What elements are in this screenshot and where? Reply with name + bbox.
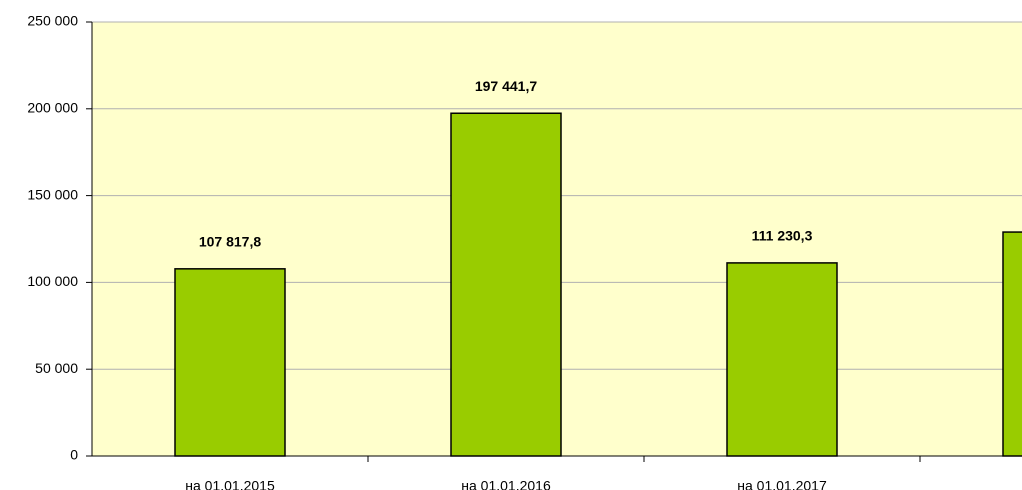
bar bbox=[726, 262, 838, 457]
y-tick-label: 0 bbox=[70, 447, 78, 463]
x-tick-label: на 01.01.2015 bbox=[185, 478, 275, 490]
y-tick-label: 250 000 bbox=[27, 13, 78, 29]
value-label: 111 230,3 bbox=[752, 228, 813, 244]
value-label: 197 441,7 bbox=[475, 78, 537, 94]
x-tick-label: на 01.01.2017 bbox=[737, 478, 827, 490]
y-tick-label: 100 000 bbox=[27, 273, 78, 289]
value-label: 107 817,8 bbox=[199, 234, 261, 250]
y-tick-label: 50 000 bbox=[35, 360, 78, 376]
x-tick-label: на 01.01.2016 bbox=[461, 478, 551, 490]
bar bbox=[174, 268, 286, 457]
y-tick-label: 200 000 bbox=[27, 100, 78, 116]
bar bbox=[450, 112, 562, 457]
y-tick-label: 150 000 bbox=[27, 186, 78, 202]
bar bbox=[1002, 231, 1022, 457]
